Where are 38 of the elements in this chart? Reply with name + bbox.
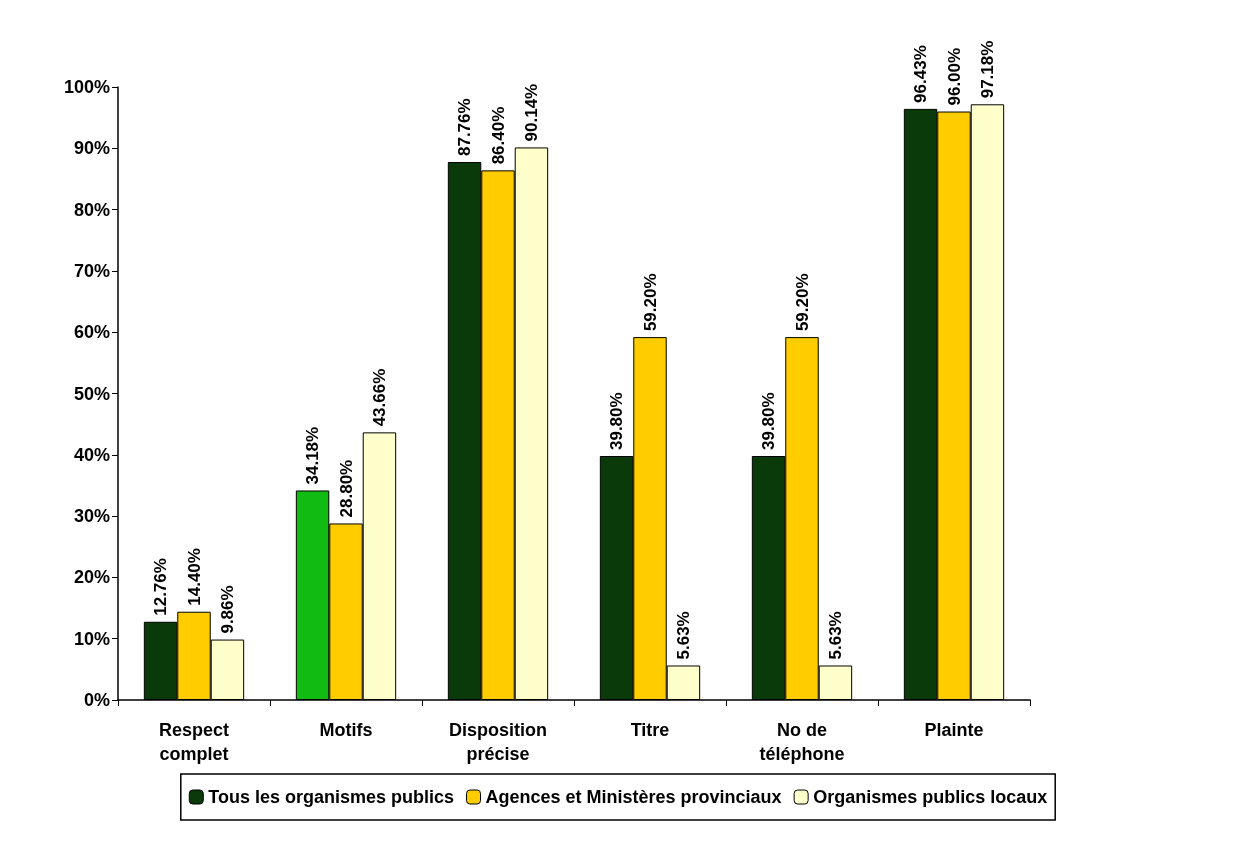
data-label: 59.20%: [640, 273, 660, 332]
data-label: 39.80%: [607, 392, 627, 451]
data-label: 96.43%: [911, 45, 931, 103]
y-tick-label: 70%: [73, 260, 110, 281]
data-label: 12.76%: [151, 558, 171, 616]
x-tick-label: Titre: [630, 720, 670, 740]
y-tick-label: 30%: [73, 506, 110, 527]
data-label: 43.66%: [369, 368, 389, 427]
data-label: 34.18%: [303, 426, 323, 485]
x-tick-label: Respect complet: [158, 720, 230, 764]
data-label: 28.80%: [336, 459, 356, 518]
data-label: 90.14%: [521, 83, 541, 142]
y-tick-label: 50%: [73, 383, 110, 404]
data-label: 59.20%: [792, 273, 812, 332]
legend-label: Organismes publics locaux: [813, 787, 1048, 807]
data-label: 5.63%: [673, 611, 693, 660]
y-tick-label: 20%: [73, 567, 110, 588]
data-label: 5.63%: [825, 611, 845, 660]
y-tick-label: 40%: [73, 444, 110, 465]
data-label: 9.86%: [217, 585, 237, 634]
data-label: 97.18%: [977, 40, 997, 99]
data-label: 87.76%: [455, 98, 475, 157]
x-tick-label: Motifs: [319, 720, 373, 740]
y-tick-label: 100%: [63, 77, 110, 97]
legend-label: Agences et Ministères provinciaux: [485, 787, 782, 807]
y-tick-label: 80%: [73, 199, 110, 220]
y-tick-label: 0%: [83, 690, 110, 710]
data-label: 96.00%: [944, 47, 964, 106]
x-tick-label: Plainte: [924, 720, 984, 740]
data-label: 14.40%: [184, 548, 204, 606]
x-tick-label: No de téléphone: [759, 720, 845, 764]
y-tick-label: 10%: [73, 628, 110, 649]
y-tick-label: 90%: [73, 138, 110, 159]
legend-label: Tous les organismes publics: [208, 787, 455, 807]
x-tick-label: Disposition précise: [449, 720, 547, 764]
data-label: 39.80%: [759, 392, 779, 451]
y-tick-label: 60%: [73, 322, 110, 343]
data-label: 86.40%: [488, 106, 508, 165]
